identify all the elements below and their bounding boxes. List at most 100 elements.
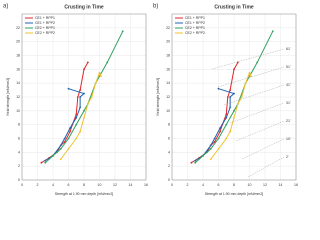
point	[83, 116, 85, 119]
point	[90, 96, 93, 98]
point	[69, 127, 71, 130]
y-tick-label: 0	[18, 178, 20, 182]
point	[209, 158, 212, 161]
y-tick-label: 14	[16, 81, 20, 85]
y-tick-label: 20	[16, 40, 20, 44]
legend-label: CE1 + RPP1	[185, 16, 205, 20]
series-line	[41, 62, 89, 164]
point	[75, 116, 78, 119]
point	[190, 161, 193, 164]
point	[229, 89, 232, 91]
point	[213, 137, 216, 140]
annotation: 21'	[286, 119, 291, 123]
point	[94, 82, 97, 85]
series-line	[44, 31, 124, 164]
point	[69, 130, 71, 133]
point	[44, 159, 47, 162]
y-tick-label: 4	[18, 150, 20, 154]
point	[86, 103, 89, 105]
point	[217, 147, 220, 150]
x-tick-label: 4	[202, 183, 204, 187]
legend-label: CE2 + RPP1	[185, 26, 205, 30]
point	[59, 147, 62, 150]
point	[209, 144, 212, 147]
series-line	[60, 71, 102, 160]
legend-label: CE1 + RPP2	[35, 21, 55, 25]
point	[202, 154, 204, 157]
point	[225, 113, 228, 116]
legend-label: CE1 + RPP2	[185, 21, 205, 25]
point	[233, 109, 235, 112]
y-tick-label: 12	[16, 95, 20, 99]
x-tick-label: 16	[144, 183, 148, 187]
series-line	[194, 88, 235, 162]
point	[79, 89, 82, 91]
plot-frame	[21, 13, 147, 181]
x-tick-label: 14	[279, 183, 283, 187]
y-tick-label: 18	[166, 53, 170, 57]
point	[240, 96, 243, 98]
y-tick-label: 22	[16, 26, 20, 30]
point	[40, 161, 43, 164]
panel-label: b)	[153, 4, 158, 10]
y-tick-label: 12	[166, 95, 170, 99]
y-tick-label: 8	[18, 123, 20, 127]
point	[217, 87, 220, 90]
annotation: 2'	[286, 155, 289, 159]
chart-title: Crusting in Time	[214, 4, 254, 10]
point	[217, 137, 220, 140]
point	[233, 68, 235, 71]
point	[79, 106, 82, 109]
x-tick-label: 0	[21, 183, 23, 187]
point	[63, 137, 66, 140]
y-tick-label: 10	[16, 109, 20, 113]
point	[44, 161, 47, 164]
y-tick-label: 8	[168, 123, 170, 127]
point	[233, 116, 235, 119]
guide-line	[217, 66, 285, 88]
annotation: 51'	[286, 65, 291, 69]
y-tick-label: 16	[16, 67, 20, 71]
x-tick-label: 10	[98, 183, 102, 187]
y-tick-label: 16	[166, 67, 170, 71]
x-tick-label: 6	[68, 183, 70, 187]
point	[83, 92, 85, 95]
point	[271, 30, 274, 33]
point	[248, 71, 251, 74]
chart-title: Crusting in Time	[64, 4, 104, 10]
annotation: 61'	[286, 47, 291, 51]
x-tick-label: 10	[248, 183, 252, 187]
x-axis-label: Strength at 1.90 mm depth [mN/mm2]	[205, 192, 264, 196]
x-tick-label: 4	[52, 183, 54, 187]
point	[229, 96, 232, 98]
series-line	[44, 88, 85, 162]
x-tick-label: 12	[263, 183, 267, 187]
x-tick-label: 6	[218, 183, 220, 187]
y-axis-label: Yield strength [mN/mm2]	[6, 78, 10, 116]
x-tick-label: 8	[83, 183, 85, 187]
point	[59, 158, 62, 161]
y-tick-label: 4	[168, 150, 170, 154]
y-tick-label: 2	[18, 164, 20, 168]
point	[219, 127, 221, 130]
y-tick-label: 18	[16, 53, 20, 57]
guide-line	[241, 138, 285, 160]
annotation: 10'	[286, 137, 291, 141]
point	[75, 137, 78, 140]
point	[59, 144, 62, 147]
point	[67, 87, 70, 90]
x-tick-label: 8	[233, 183, 235, 187]
point	[98, 71, 101, 74]
annotation: 31'	[286, 101, 291, 105]
point	[67, 137, 70, 140]
series-line	[191, 62, 239, 164]
point	[75, 123, 78, 126]
y-tick-label: 14	[166, 81, 170, 85]
point	[52, 154, 54, 157]
guide-line	[223, 84, 285, 106]
point	[209, 147, 212, 150]
figure: a) Crusting in Time Strength at 1.90 mm de…	[3, 4, 298, 196]
legend-label: CE2 + RPP2	[185, 31, 205, 35]
legend-label: CE2 + RPP2	[35, 31, 55, 35]
point	[236, 103, 239, 105]
